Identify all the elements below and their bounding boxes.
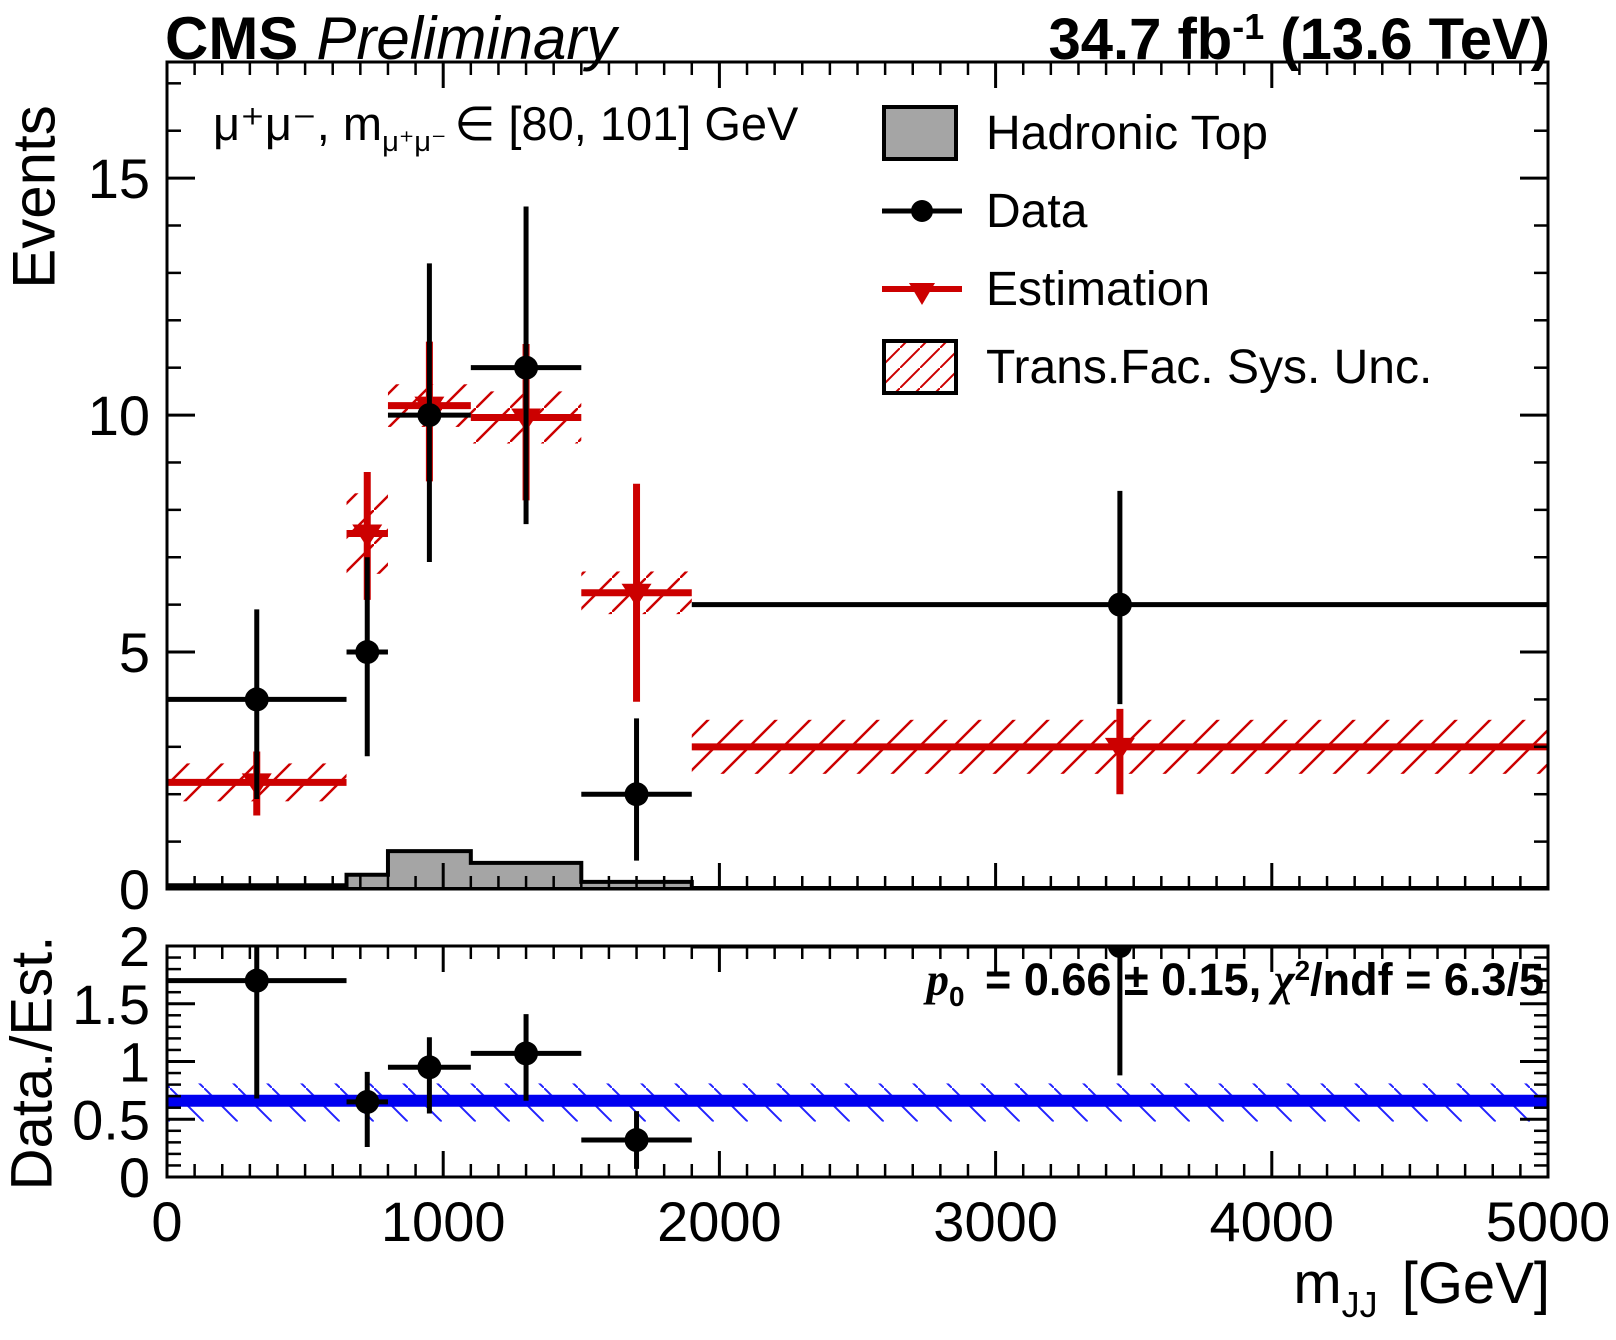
ratio-point-marker <box>1107 946 1132 958</box>
y-tick-label: 2 <box>119 915 150 978</box>
luminosity-label: 34.7 fb-1 (13.6 TeV) <box>1048 6 1550 73</box>
p0-symbol: p <box>926 955 950 1005</box>
ratio-y-axis-title: Data./Est. <box>0 935 65 1191</box>
mass-range: ∈ [80, 101] GeV <box>454 97 799 150</box>
p0-subscript: 0 <box>949 980 965 1012</box>
x-tick-labels: 0 1000 2000 3000 4000 5000 <box>151 1190 1610 1253</box>
ratio-point-marker <box>417 1055 442 1080</box>
legend-item-data: Data <box>880 172 1432 250</box>
x-tick-label: 4000 <box>1210 1190 1335 1253</box>
line-triangle-icon <box>882 283 962 305</box>
hatched-box-icon <box>882 339 958 395</box>
ratio-point-marker <box>244 968 269 993</box>
x-tick-label: 1000 <box>381 1190 506 1253</box>
data-point-marker <box>244 687 269 712</box>
fit-annotation: p0 = 0.66 ± 0.15, χ2/ndf = 6.3/5 <box>926 954 1544 1012</box>
ratio-y-tick-labels: 00.511.52 <box>72 915 150 1209</box>
status-label: Preliminary <box>316 5 617 72</box>
selection-label: μ⁺μ⁻, mμ⁺μ⁻ ∈ [80, 101] GeV <box>213 96 799 158</box>
sys-uncertainty-band <box>167 384 1548 802</box>
chi-symbol: χ <box>1273 955 1295 1005</box>
data-point-marker <box>514 355 539 380</box>
legend-label: Trans.Fac. Sys. Unc. <box>986 340 1433 394</box>
estimation-marker <box>621 583 652 607</box>
legend-label: Data <box>986 184 1088 238</box>
legend-item-sys-unc: Trans.Fac. Sys. Unc. <box>880 328 1432 406</box>
main-y-axis-title: Events <box>0 105 68 289</box>
estimation-series <box>167 341 1548 816</box>
line-circle-icon <box>882 200 962 222</box>
data-series <box>167 206 1548 861</box>
y-tick-label: 1 <box>119 1031 150 1094</box>
x-tick-label: 2000 <box>657 1190 782 1253</box>
legend-label: Estimation <box>986 262 1211 316</box>
ratio-panel-frame <box>165 944 1550 1179</box>
p0-value: = 0.66 ± 0.15, <box>972 954 1274 1005</box>
x-title-unit: [GeV] <box>1385 1251 1550 1316</box>
estimation-marker <box>352 524 383 548</box>
mass-prefix: , m <box>316 97 383 150</box>
x-title-base: m <box>1293 1251 1342 1316</box>
x-tick-label: 5000 <box>1486 1190 1611 1253</box>
x-tick-label: 0 <box>151 1190 182 1253</box>
plot-header: CMS Preliminary <box>165 4 616 73</box>
y-tick-label: 0 <box>119 858 150 921</box>
mass-subscript: μ⁺μ⁻ <box>382 126 447 159</box>
main-panel-frame <box>165 60 1550 891</box>
data-point-marker <box>417 403 442 428</box>
legend: Hadronic Top Data Estimation Trans.Fac. … <box>880 94 1432 406</box>
data-point-marker <box>624 782 649 807</box>
experiment-label: CMS <box>165 5 299 72</box>
main-y-tick-labels: 0 5 10 15 <box>88 147 150 921</box>
y-tick-label: 10 <box>88 384 150 447</box>
legend-label: Hadronic Top <box>986 106 1268 160</box>
data-point-marker <box>355 640 380 665</box>
y-tick-label: 0 <box>119 1146 150 1209</box>
y-tick-label: 5 <box>119 621 150 684</box>
chi-exponent: 2 <box>1294 954 1311 986</box>
ratio-point-marker <box>355 1089 380 1114</box>
y-tick-label: 1.5 <box>72 973 150 1036</box>
y-tick-label: 0.5 <box>72 1088 150 1151</box>
filled-box-icon <box>882 105 958 161</box>
ratio-point-marker <box>514 1041 539 1066</box>
ndf-value: /ndf = 6.3/5 <box>1310 954 1544 1005</box>
y-tick-label: 15 <box>88 147 150 210</box>
legend-item-hadronic-top: Hadronic Top <box>880 94 1432 172</box>
ratio-point-marker <box>624 1128 649 1153</box>
dilepton-pair: μ⁺μ⁻ <box>213 97 317 150</box>
lumi-exponent: -1 <box>1232 6 1265 48</box>
ratio-points <box>167 946 1548 1169</box>
ratio-panel <box>167 946 1548 1169</box>
legend-item-estimation: Estimation <box>880 250 1432 328</box>
lumi-value: 34.7 fb <box>1048 7 1233 72</box>
estimation-marker <box>1104 737 1135 761</box>
x-tick-label: 3000 <box>933 1190 1058 1253</box>
energy-label: (13.6 TeV) <box>1264 7 1550 72</box>
data-point-marker <box>1107 592 1132 617</box>
main-panel <box>167 206 1548 889</box>
x-axis-title: mJJ [GeV] <box>1293 1250 1550 1325</box>
x-title-subscript: JJ <box>1341 1283 1378 1325</box>
